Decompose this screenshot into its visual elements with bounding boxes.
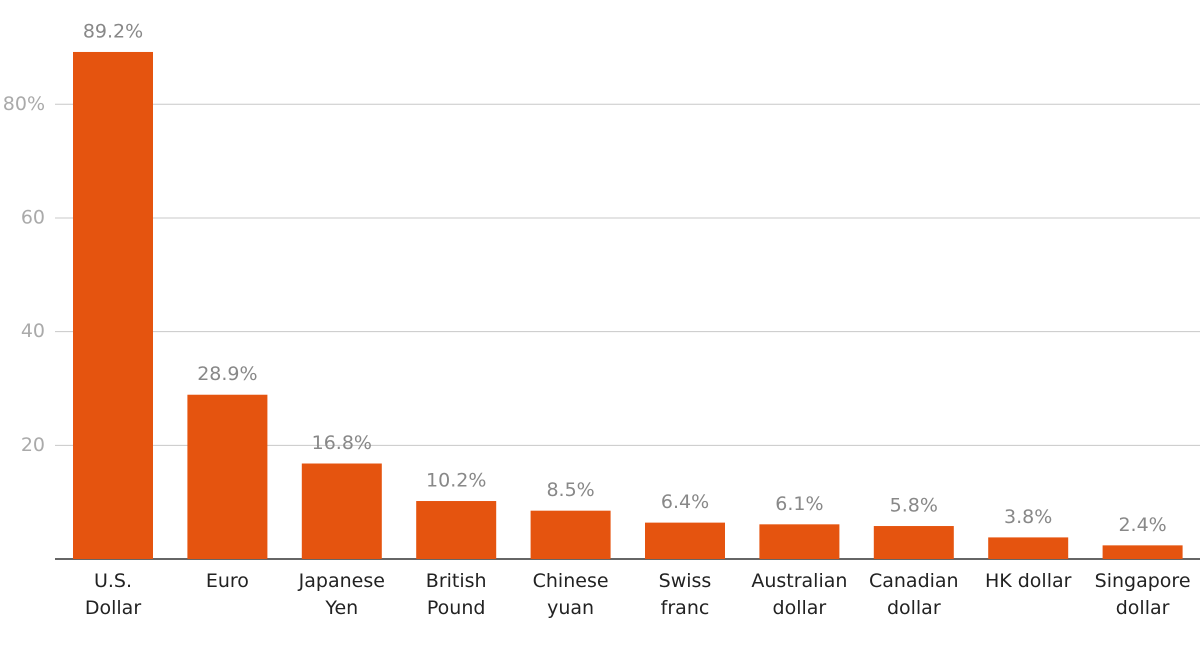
bar [759, 524, 840, 559]
y-tick-label: 80% [3, 93, 45, 115]
value-label: 8.5% [546, 479, 594, 501]
x-tick-label: British Pound [425, 570, 487, 619]
x-tick-label: Japanese Yen [298, 570, 385, 619]
value-label: 2.4% [1118, 514, 1166, 536]
value-label: 3.8% [1004, 506, 1052, 528]
y-tick-label: 20 [21, 434, 45, 456]
value-label: 5.8% [890, 495, 938, 517]
x-tick-label: Chinese yuan [532, 570, 609, 619]
value-label: 28.9% [197, 363, 257, 385]
x-tick-label: Euro [205, 570, 249, 592]
value-label: 16.8% [312, 432, 372, 454]
y-tick-label: 60 [21, 206, 45, 228]
bar [73, 51, 153, 560]
bar [416, 501, 497, 559]
y-tick-label: 40 [21, 320, 45, 342]
x-tick-label: Swiss franc [658, 570, 712, 619]
value-label: 6.4% [661, 491, 709, 513]
x-tick-label: Singapore dollar [1094, 570, 1191, 619]
value-label: 6.1% [775, 493, 823, 515]
bar [988, 537, 1069, 559]
bar [530, 510, 611, 559]
bar [645, 522, 725, 559]
bar [187, 394, 268, 559]
bar [1102, 545, 1183, 559]
bar [873, 526, 954, 559]
x-tick-label: U.S. Dollar [84, 570, 142, 619]
x-tick-label: Australian dollar [751, 570, 848, 619]
x-tick-label: Canadian dollar [868, 570, 959, 619]
x-tick-label: HK dollar [984, 570, 1072, 592]
value-label: 10.2% [426, 470, 486, 492]
value-label: 89.2% [83, 20, 143, 42]
bar [301, 463, 382, 559]
